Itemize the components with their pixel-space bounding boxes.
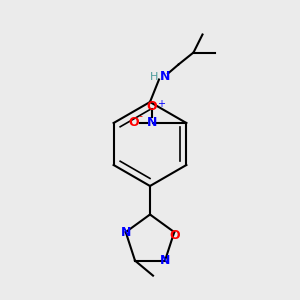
Text: N: N [147, 116, 157, 130]
Text: O: O [129, 116, 139, 130]
Text: +: + [157, 99, 165, 110]
Text: N: N [160, 254, 170, 267]
Text: N: N [121, 226, 131, 238]
Text: O: O [147, 100, 157, 113]
Text: -: - [139, 111, 143, 122]
Text: O: O [169, 229, 180, 242]
Text: N: N [160, 70, 170, 83]
Text: H: H [150, 71, 159, 82]
